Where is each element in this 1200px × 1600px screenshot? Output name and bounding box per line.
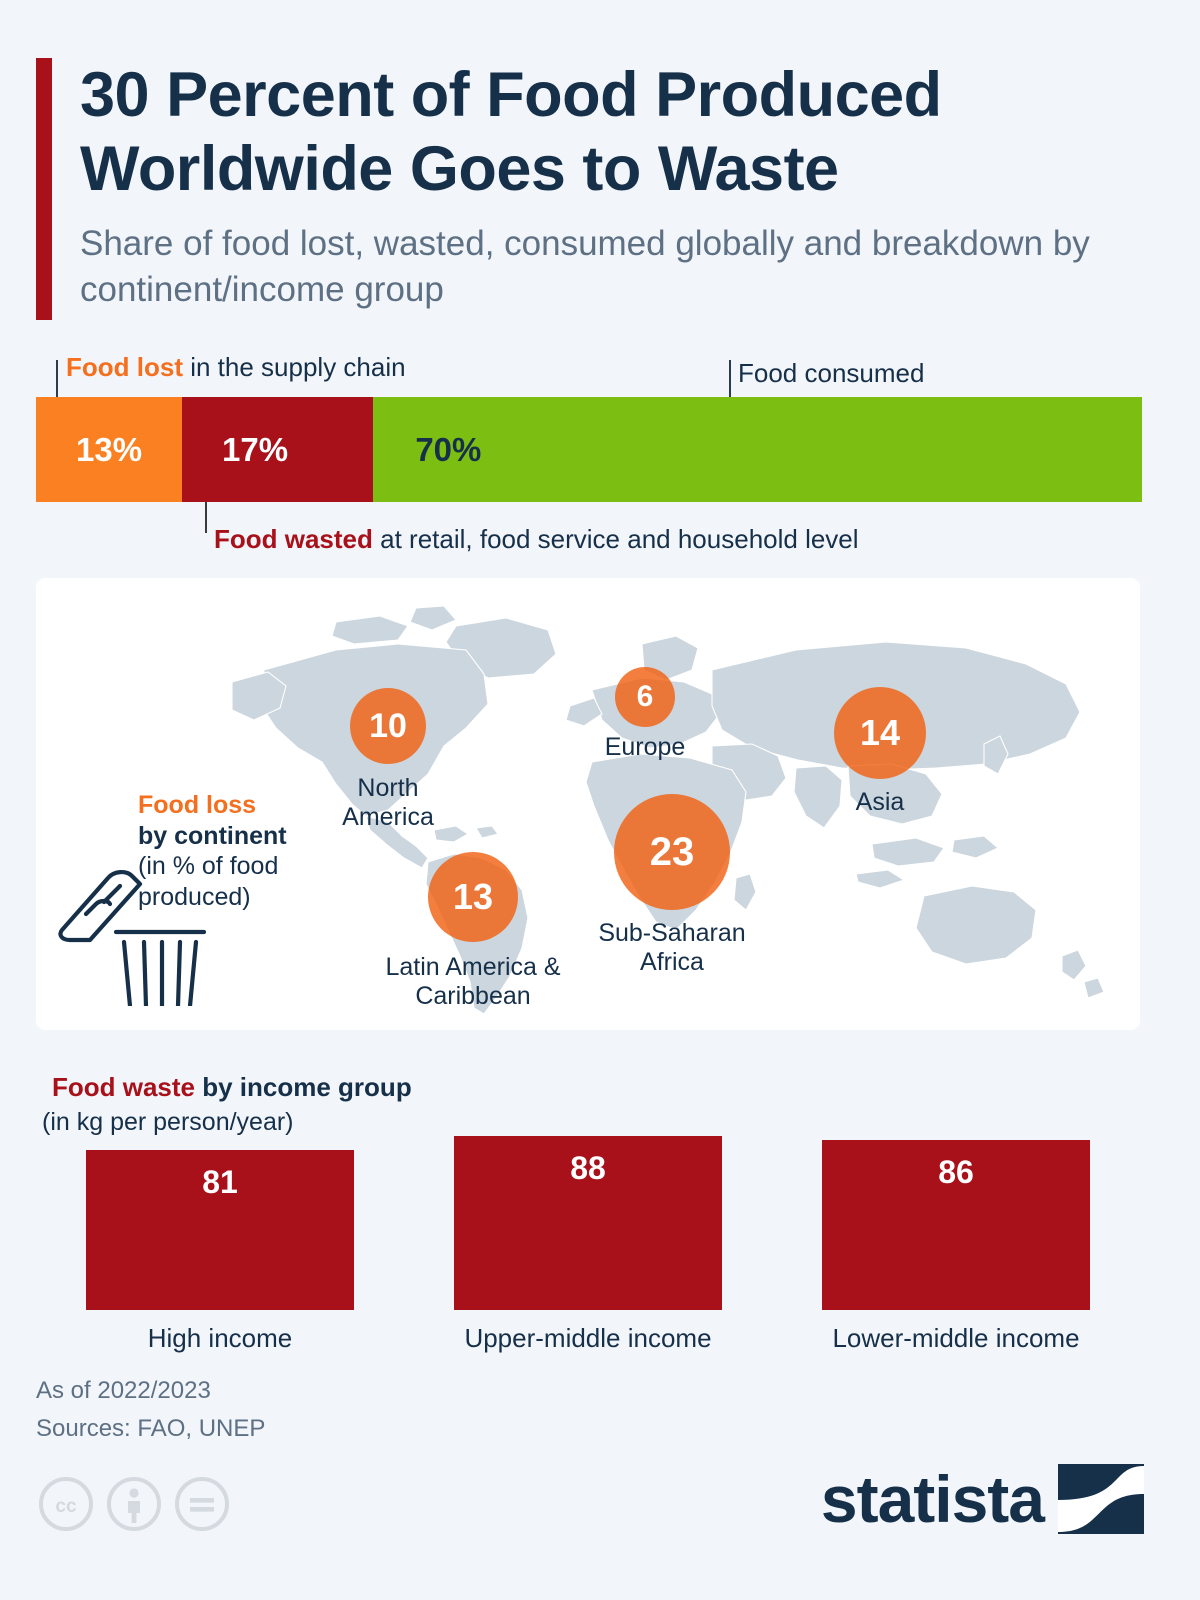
income-column-high: 81 High income — [86, 1150, 354, 1354]
income-column-upper-middle: 88 Upper-middle income — [454, 1136, 722, 1354]
header: 30 Percent of Food Produced Worldwide Go… — [36, 58, 1136, 320]
label-food-lost: Food lost in the supply chain — [66, 352, 406, 383]
statista-logo-text: statista — [820, 1462, 1045, 1536]
bar-segment-food-wasted: 17% — [181, 397, 374, 502]
map-legend-line3: (in % of food produced) — [138, 852, 279, 911]
map-bubble-sub-saharan-africa[interactable]: 23 — [614, 794, 730, 910]
income-bar-high-value: 81 — [202, 1164, 238, 1200]
creative-commons-badges: cc — [38, 1476, 230, 1532]
world-map-card: Food loss by continent (in % of food pro… — [36, 578, 1140, 1030]
map-bubble-north-america-value: 10 — [369, 706, 407, 745]
income-bar-high[interactable]: 81 — [86, 1150, 354, 1310]
income-bar-lower-middle-label: Lower-middle income — [832, 1323, 1080, 1353]
cc-icon[interactable]: cc — [38, 1476, 94, 1532]
map-bubble-europe-label: Europe — [604, 733, 686, 761]
income-column-lower-middle: 86 Lower-middle income — [822, 1140, 1090, 1354]
map-bubble-latin-america-value: 13 — [452, 876, 494, 917]
bar-segment-food-lost: 13% — [36, 397, 182, 502]
label-food-lost-rest: in the supply chain — [182, 352, 406, 382]
footer-sources: Sources: FAO, UNEP — [36, 1415, 266, 1443]
map-bubble-sub-saharan-africa-label: Sub-Saharan Africa — [598, 919, 746, 977]
bar-segment-food-wasted-value: 17% — [221, 430, 289, 468]
map-legend: Food loss by continent (in % of food pro… — [138, 790, 368, 912]
statista-logo: statista — [821, 1464, 1144, 1534]
map-bubble-latin-america-label: Latin America & Caribbean — [385, 953, 561, 1011]
income-section-title-strong: Food waste — [52, 1072, 196, 1102]
income-bar-high-label: High income — [147, 1323, 293, 1353]
page-subtitle: Share of food lost, wasted, consumed glo… — [80, 223, 1090, 309]
income-bar-upper-middle-label: Upper-middle income — [464, 1323, 712, 1353]
income-bar-upper-middle[interactable]: 88 — [454, 1136, 722, 1310]
cc-nd-equals-icon[interactable] — [174, 1476, 230, 1532]
income-bar-lower-middle-value: 86 — [938, 1154, 974, 1190]
income-group-section: Food waste by income group (in kg per pe… — [0, 1072, 1200, 1372]
bar-segment-food-consumed: 70% — [373, 397, 1142, 502]
map-bubble-asia-value: 14 — [859, 712, 901, 753]
map-bubble-north-america-label: North America — [342, 774, 434, 832]
statista-logo-mark — [1058, 1464, 1144, 1534]
trash-can-icon — [58, 870, 207, 1006]
map-bubble-latin-america[interactable]: 13 — [428, 852, 518, 942]
income-bar-lower-middle[interactable]: 86 — [822, 1140, 1090, 1310]
svg-text:cc: cc — [55, 1496, 77, 1517]
bar-segment-food-lost-value: 13% — [76, 430, 143, 468]
label-food-wasted-rest: at retail, food service and household le… — [372, 524, 859, 554]
map-legend-line1: Food loss — [138, 791, 257, 819]
map-legend-line2: by continent — [138, 821, 287, 850]
map-bubble-asia-label: Asia — [855, 788, 905, 816]
map-bubble-europe-value: 6 — [636, 680, 654, 713]
page-title: 30 Percent of Food Produced Worldwide Go… — [80, 60, 942, 205]
footer-as-of: As of 2022/2023 — [36, 1377, 211, 1404]
map-bubble-north-america[interactable]: 10 — [350, 688, 426, 764]
label-food-wasted-strong: Food wasted — [214, 524, 373, 554]
label-food-lost-strong: Food lost — [66, 352, 183, 382]
label-food-consumed: Food consumed — [738, 358, 925, 388]
label-food-wasted: Food wasted at retail, food service and … — [214, 524, 859, 555]
income-section-subtitle: (in kg per person/year) — [42, 1108, 294, 1136]
stacked-bar: 13% 17% 70% — [36, 397, 1142, 502]
income-section-title-rest: by income group — [195, 1072, 412, 1102]
map-bubble-asia[interactable]: 14 — [834, 687, 926, 779]
bar-segment-food-consumed-value: 70% — [415, 430, 482, 468]
map-bubble-sub-saharan-africa-value: 23 — [649, 829, 695, 874]
income-section-title: Food waste by income group — [52, 1072, 412, 1103]
map-bubble-europe[interactable]: 6 — [615, 667, 675, 727]
cc-by-person-icon[interactable] — [106, 1476, 162, 1532]
income-bar-upper-middle-value: 88 — [570, 1150, 606, 1186]
footer: As of 2022/2023 Sources: FAO, UNEP cc st… — [36, 1372, 1166, 1534]
accent-bar — [36, 58, 52, 320]
stacked-bar-section: Food lost in the supply chain Food consu… — [0, 352, 1200, 562]
